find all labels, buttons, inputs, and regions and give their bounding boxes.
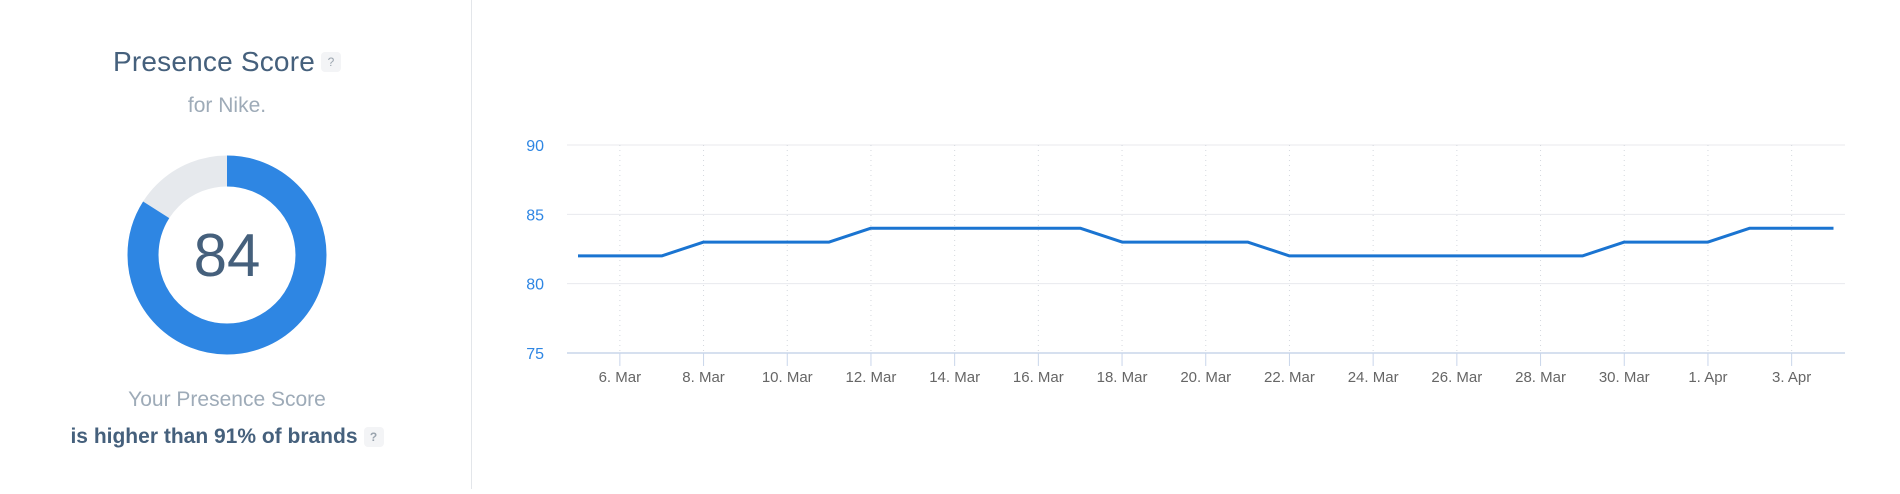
x-tick-label: 26. Mar (1431, 369, 1482, 386)
panel-title: Presence Score (112, 46, 315, 77)
x-tick-label: 28. Mar (1515, 369, 1566, 386)
donut-arc (127, 155, 327, 355)
x-tick-label: 10. Mar (762, 369, 813, 386)
x-tick-label: 22. Mar (1264, 369, 1315, 386)
presence-score-panel: Presence Score? for Nike. 84 Your Presen… (0, 0, 472, 489)
score-value: 84 (193, 221, 261, 289)
brand-subtitle: for Nike. (187, 94, 267, 117)
x-tick-label: 16. Mar (1013, 369, 1064, 386)
x-tick-label: 6. Mar (599, 369, 642, 386)
score-comparison: is higher than 91% of brands? (0, 425, 454, 449)
score-history-chart: 75 80 85 90 6. Mar 8. Mar 10. Mar 12. Mar 14. M… (472, 0, 1900, 489)
score-donut (127, 155, 327, 355)
x-tick-label: 8. Mar (682, 369, 725, 386)
score-caption: Your Presence Score (128, 388, 326, 411)
chart-grid (567, 144, 1845, 366)
title-row: Presence Score? (0, 46, 454, 78)
y-tick-label: 80 (526, 277, 544, 294)
help-icon[interactable]: ? (321, 52, 341, 72)
y-axis-labels: 75 80 85 90 (526, 138, 544, 363)
x-tick-label: 20. Mar (1180, 369, 1231, 386)
x-tick-label: 3. Apr (1772, 369, 1811, 386)
x-tick-label: 14. Mar (929, 369, 980, 386)
x-tick-label: 1. Apr (1688, 369, 1727, 386)
y-tick-label: 90 (526, 138, 544, 155)
x-tick-label: 24. Mar (1348, 369, 1399, 386)
help-icon[interactable]: ? (363, 427, 384, 448)
score-comparison-text: is higher than 91% of brands (70, 425, 358, 448)
score-line[interactable] (578, 226, 1834, 258)
line-chart: 75 80 85 90 6. Mar 8. Mar 10. Mar 12. Mar 14. M… (526, 138, 1845, 386)
y-tick-label: 75 (526, 346, 544, 363)
x-tick-label: 18. Mar (1097, 369, 1148, 386)
x-tick-label: 12. Mar (846, 369, 897, 386)
x-tick-label: 30. Mar (1599, 369, 1650, 386)
y-tick-label: 85 (526, 207, 544, 224)
x-axis-labels: 6. Mar 8. Mar 10. Mar 12. Mar 14. Mar 16. Mar… (599, 369, 1812, 386)
